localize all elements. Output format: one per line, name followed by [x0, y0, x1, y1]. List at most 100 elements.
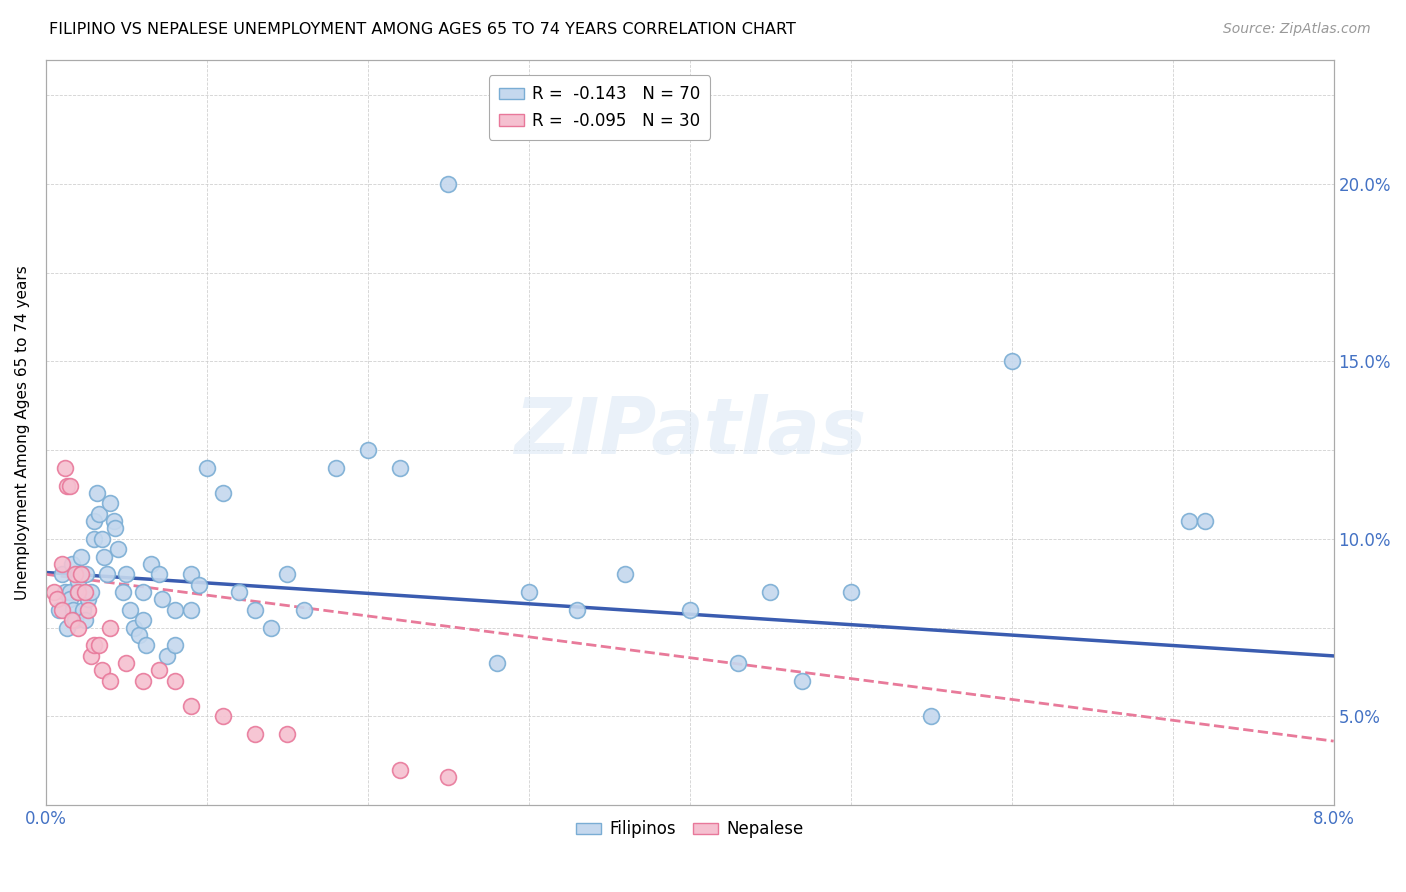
Point: [76, 592, 98, 607]
Point: [67, 567, 90, 582]
Y-axis label: Unemployment Among Ages 65 to 74 years: Unemployment Among Ages 65 to 74 years: [15, 265, 30, 599]
Point: [63, 567, 86, 582]
Point: [83, 532, 105, 546]
Point: [163, 603, 186, 617]
Point: [91, 532, 114, 546]
Point: [60, 557, 83, 571]
Point: [245, 603, 267, 617]
Point: [112, 585, 135, 599]
Point: [42, 585, 65, 599]
Point: [131, 585, 153, 599]
Point: [56, 621, 79, 635]
Point: [437, 177, 460, 191]
Point: [180, 603, 202, 617]
Point: [67, 574, 90, 589]
Point: [83, 638, 105, 652]
Point: [75, 567, 97, 582]
Point: [48, 603, 70, 617]
Point: [87, 638, 110, 652]
Point: [139, 557, 162, 571]
Point: [51, 603, 73, 617]
Point: [163, 638, 186, 652]
Point: [163, 673, 186, 688]
Point: [212, 709, 235, 723]
Point: [614, 567, 637, 582]
Point: [104, 521, 127, 535]
Point: [276, 727, 298, 741]
Point: [86, 485, 108, 500]
Point: [98, 621, 121, 635]
Point: [103, 514, 125, 528]
Point: [51, 557, 73, 571]
Point: [67, 621, 90, 635]
Point: [180, 567, 202, 582]
Point: [485, 656, 508, 670]
Point: [195, 460, 218, 475]
Point: [83, 514, 105, 528]
Point: [80, 585, 103, 599]
Point: [51, 567, 73, 582]
Point: [187, 578, 209, 592]
Point: [70, 567, 93, 582]
Point: [59, 585, 82, 599]
Point: [276, 567, 298, 582]
Point: [46, 592, 69, 607]
Point: [107, 542, 129, 557]
Point: [389, 763, 412, 777]
Point: [93, 549, 115, 564]
Point: [245, 727, 267, 741]
Point: [679, 603, 702, 617]
Point: [118, 603, 141, 617]
Point: [260, 621, 283, 635]
Point: [76, 603, 98, 617]
Text: FILIPINO VS NEPALESE UNEMPLOYMENT AMONG AGES 65 TO 74 YEARS CORRELATION CHART: FILIPINO VS NEPALESE UNEMPLOYMENT AMONG …: [49, 22, 796, 37]
Point: [920, 709, 942, 723]
Point: [228, 585, 250, 599]
Point: [67, 585, 90, 599]
Point: [148, 663, 170, 677]
Point: [73, 614, 96, 628]
Point: [62, 603, 84, 617]
Point: [67, 585, 90, 599]
Point: [115, 656, 138, 670]
Text: Source: ZipAtlas.com: Source: ZipAtlas.com: [1223, 22, 1371, 37]
Point: [1194, 514, 1216, 528]
Point: [72, 603, 94, 617]
Point: [70, 549, 93, 564]
Point: [63, 614, 86, 628]
Point: [325, 460, 347, 475]
Legend: Filipinos, Nepalese: Filipinos, Nepalese: [569, 814, 810, 845]
Point: [357, 443, 380, 458]
Point: [80, 648, 103, 663]
Point: [565, 603, 588, 617]
Point: [292, 603, 315, 617]
Point: [53, 460, 76, 475]
Point: [150, 592, 173, 607]
Point: [53, 585, 76, 599]
Point: [96, 567, 118, 582]
Point: [98, 673, 121, 688]
Point: [437, 770, 460, 784]
Text: ZIPatlas: ZIPatlas: [513, 394, 866, 470]
Point: [59, 478, 82, 492]
Point: [135, 638, 157, 652]
Point: [1001, 354, 1024, 368]
Point: [131, 614, 153, 628]
Point: [792, 673, 814, 688]
Point: [98, 496, 121, 510]
Point: [180, 698, 202, 713]
Point: [156, 648, 179, 663]
Point: [87, 507, 110, 521]
Point: [727, 656, 749, 670]
Point: [517, 585, 540, 599]
Point: [131, 673, 153, 688]
Point: [1178, 514, 1201, 528]
Point: [56, 478, 79, 492]
Point: [759, 585, 782, 599]
Point: [124, 621, 146, 635]
Point: [212, 485, 235, 500]
Point: [115, 567, 138, 582]
Point: [73, 585, 96, 599]
Point: [839, 585, 862, 599]
Point: [128, 627, 150, 641]
